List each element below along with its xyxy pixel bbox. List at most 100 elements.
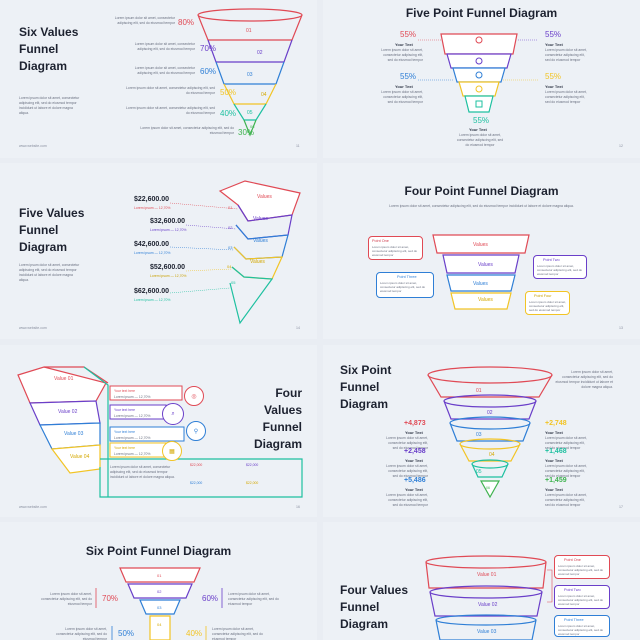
level-label: 01 [246,28,252,34]
amount: $52,600.00 [150,264,186,271]
value-label: Value 03 [477,629,497,635]
percent: 30% [238,128,255,137]
amount-sub: Lorem ipsum — 12,70% [150,228,187,232]
value-label: Values [257,194,272,200]
amount-sub: Lorem ipsum — 12,70% [134,206,171,210]
slide-four-values[interactable]: ◎ ⌕ ⚲ ▦ Value 01 Value 02 Value 03 Value… [0,345,317,517]
point-four-card: Point Four Lorem ipsum dolor sit amet, c… [525,291,570,315]
stat-number: +4,873 [404,420,426,427]
slide-four-values-bottom[interactable]: Four Values Funnel Diagram Value 01 Valu… [323,522,640,640]
stat-number: +1,468 [545,448,567,455]
stat-text: Lorem ipsum dolor sit amet, consectetur … [386,436,428,450]
level-label: 02 [257,50,263,56]
value-label: Value 01 [54,376,74,382]
row-text: Lorem ipsum dolor sit amet, consectetur … [114,16,175,25]
slide-title: Six Point Funnel Diagram [85,544,232,558]
level-label: 04 [489,452,495,458]
value-label: Values [253,216,268,222]
level-label: 01 [228,205,233,210]
value-label: Values [250,259,265,265]
level-label: 01 [476,388,482,394]
funnel-graphic [432,234,530,310]
level-label: 01 [157,573,162,578]
your-text: Your Text [405,458,423,463]
percent: 50% [118,629,135,638]
your-text: Your Text [545,84,563,89]
funnel-graphic [17,366,303,498]
percent: 55% [473,116,490,125]
percent: 55% [545,30,562,39]
level-label: 02 [487,410,493,416]
level-label: 04 [227,264,232,269]
slide-five-values[interactable]: Five Values Funnel Diagram Lorem ipsum d… [0,163,317,339]
amount-sub: Lorem ipsum — 12,70% [134,251,171,255]
row-sub: Lorem ipsum — 12,70% [114,414,151,418]
percent: 60% [200,67,217,76]
slide-six-values[interactable]: Six Values Funnel Diagram Lorem ipsum do… [0,0,317,158]
point-three-card: Point Three Lorem ipsum dolor sit amet, … [376,272,434,298]
value-label: Values [473,242,488,248]
amount-sub: Lorem ipsum — 12,70% [134,298,171,302]
row-sub: Lorem ipsum — 12,70% [114,436,151,440]
level-label: 05 [231,280,236,285]
level-label: 03 [476,432,482,438]
slide-six-point[interactable]: Six Point Funnel Diagram 01 02 03 04 05 … [323,345,640,517]
your-text: Your Text [405,430,423,435]
value-label: Values [478,262,493,268]
amount: $22,600.00 [134,196,170,203]
level-label: 03 [247,72,253,78]
page-number: 16 [296,505,300,509]
percent: 60% [202,594,219,603]
level-label: 05 [476,469,482,475]
your-text: Your Text [395,84,413,89]
row-title: Your text here [114,389,135,393]
slide-title: Four Values Funnel Diagram [253,386,302,451]
level-label: 03 [157,605,162,610]
row-title: Your text here [114,446,135,450]
amount: $32,600.00 [150,218,186,225]
your-text: Your Text [545,458,563,463]
percent: 50% [220,88,237,97]
page-number: 14 [296,326,300,330]
value-label: Values [253,238,268,244]
slide-five-point[interactable]: Five Point Funnel Diagram 55% Your Text … [323,0,640,158]
your-text: Your Text [405,487,423,492]
calendar-icon: ▦ [162,441,182,461]
stat-number: +2,748 [545,420,567,427]
funnel-graphic [197,8,303,137]
percent: 40% [220,109,237,118]
funnel-graphic [427,366,553,499]
value-label: Values [473,281,488,287]
level-label: 03 [228,245,233,250]
slide-six-point-bottom[interactable]: Six Point Funnel Diagram 01 02 03 04 Lor… [0,522,317,640]
slide-title: Four Values Funnel Diagram [340,583,409,631]
stat-text: Lorem ipsum dolor sit amet, consectetur … [545,493,587,507]
row-sub: Lorem ipsum — 12,70% [114,395,151,399]
body-text: Lorem ipsum dolor sit amet, consectetur … [19,263,80,282]
slide-title: Six Values Funnel Diagram [19,25,79,73]
funnel-graphic [95,567,223,640]
slide-title: Five Point Funnel Diagram [405,6,558,20]
level-label: 02 [228,225,233,230]
footer-url: www.website.com [19,326,47,330]
funnel-graphic [169,180,301,325]
your-text: Your Text [545,430,563,435]
level-label: 05 [247,110,253,116]
stat-text: Lorem ipsum dolor sit amet, consectetur … [386,464,428,478]
row-text: Lorem ipsum dolor sit amet, consectetur … [126,106,215,115]
point-two-card: Point Two Lorem ipsum dolor sit amet, co… [554,585,610,609]
stat-amount: $22,000 [246,463,259,467]
level-label: 06 [250,124,255,129]
your-text: Your Text [545,42,563,47]
search-icon: ⌕ [162,403,184,425]
point-text: Lorem ipsum dolor sit amet, consectetur … [545,90,587,104]
body-text: Lorem ipsum dolor sit amet, consectetur … [555,370,614,389]
slide-title: Five Values Funnel Diagram [19,206,85,254]
your-text: Your Text [469,127,487,132]
row-text: Lorem ipsum dolor sit amet, consectetur … [228,592,279,606]
slide-title: Six Point Funnel Diagram [340,363,392,411]
slide-four-point[interactable]: Four Point Funnel Diagram Lorem ipsum do… [323,163,640,339]
level-label: 04 [261,92,267,98]
row-title: Your text here [114,430,135,434]
